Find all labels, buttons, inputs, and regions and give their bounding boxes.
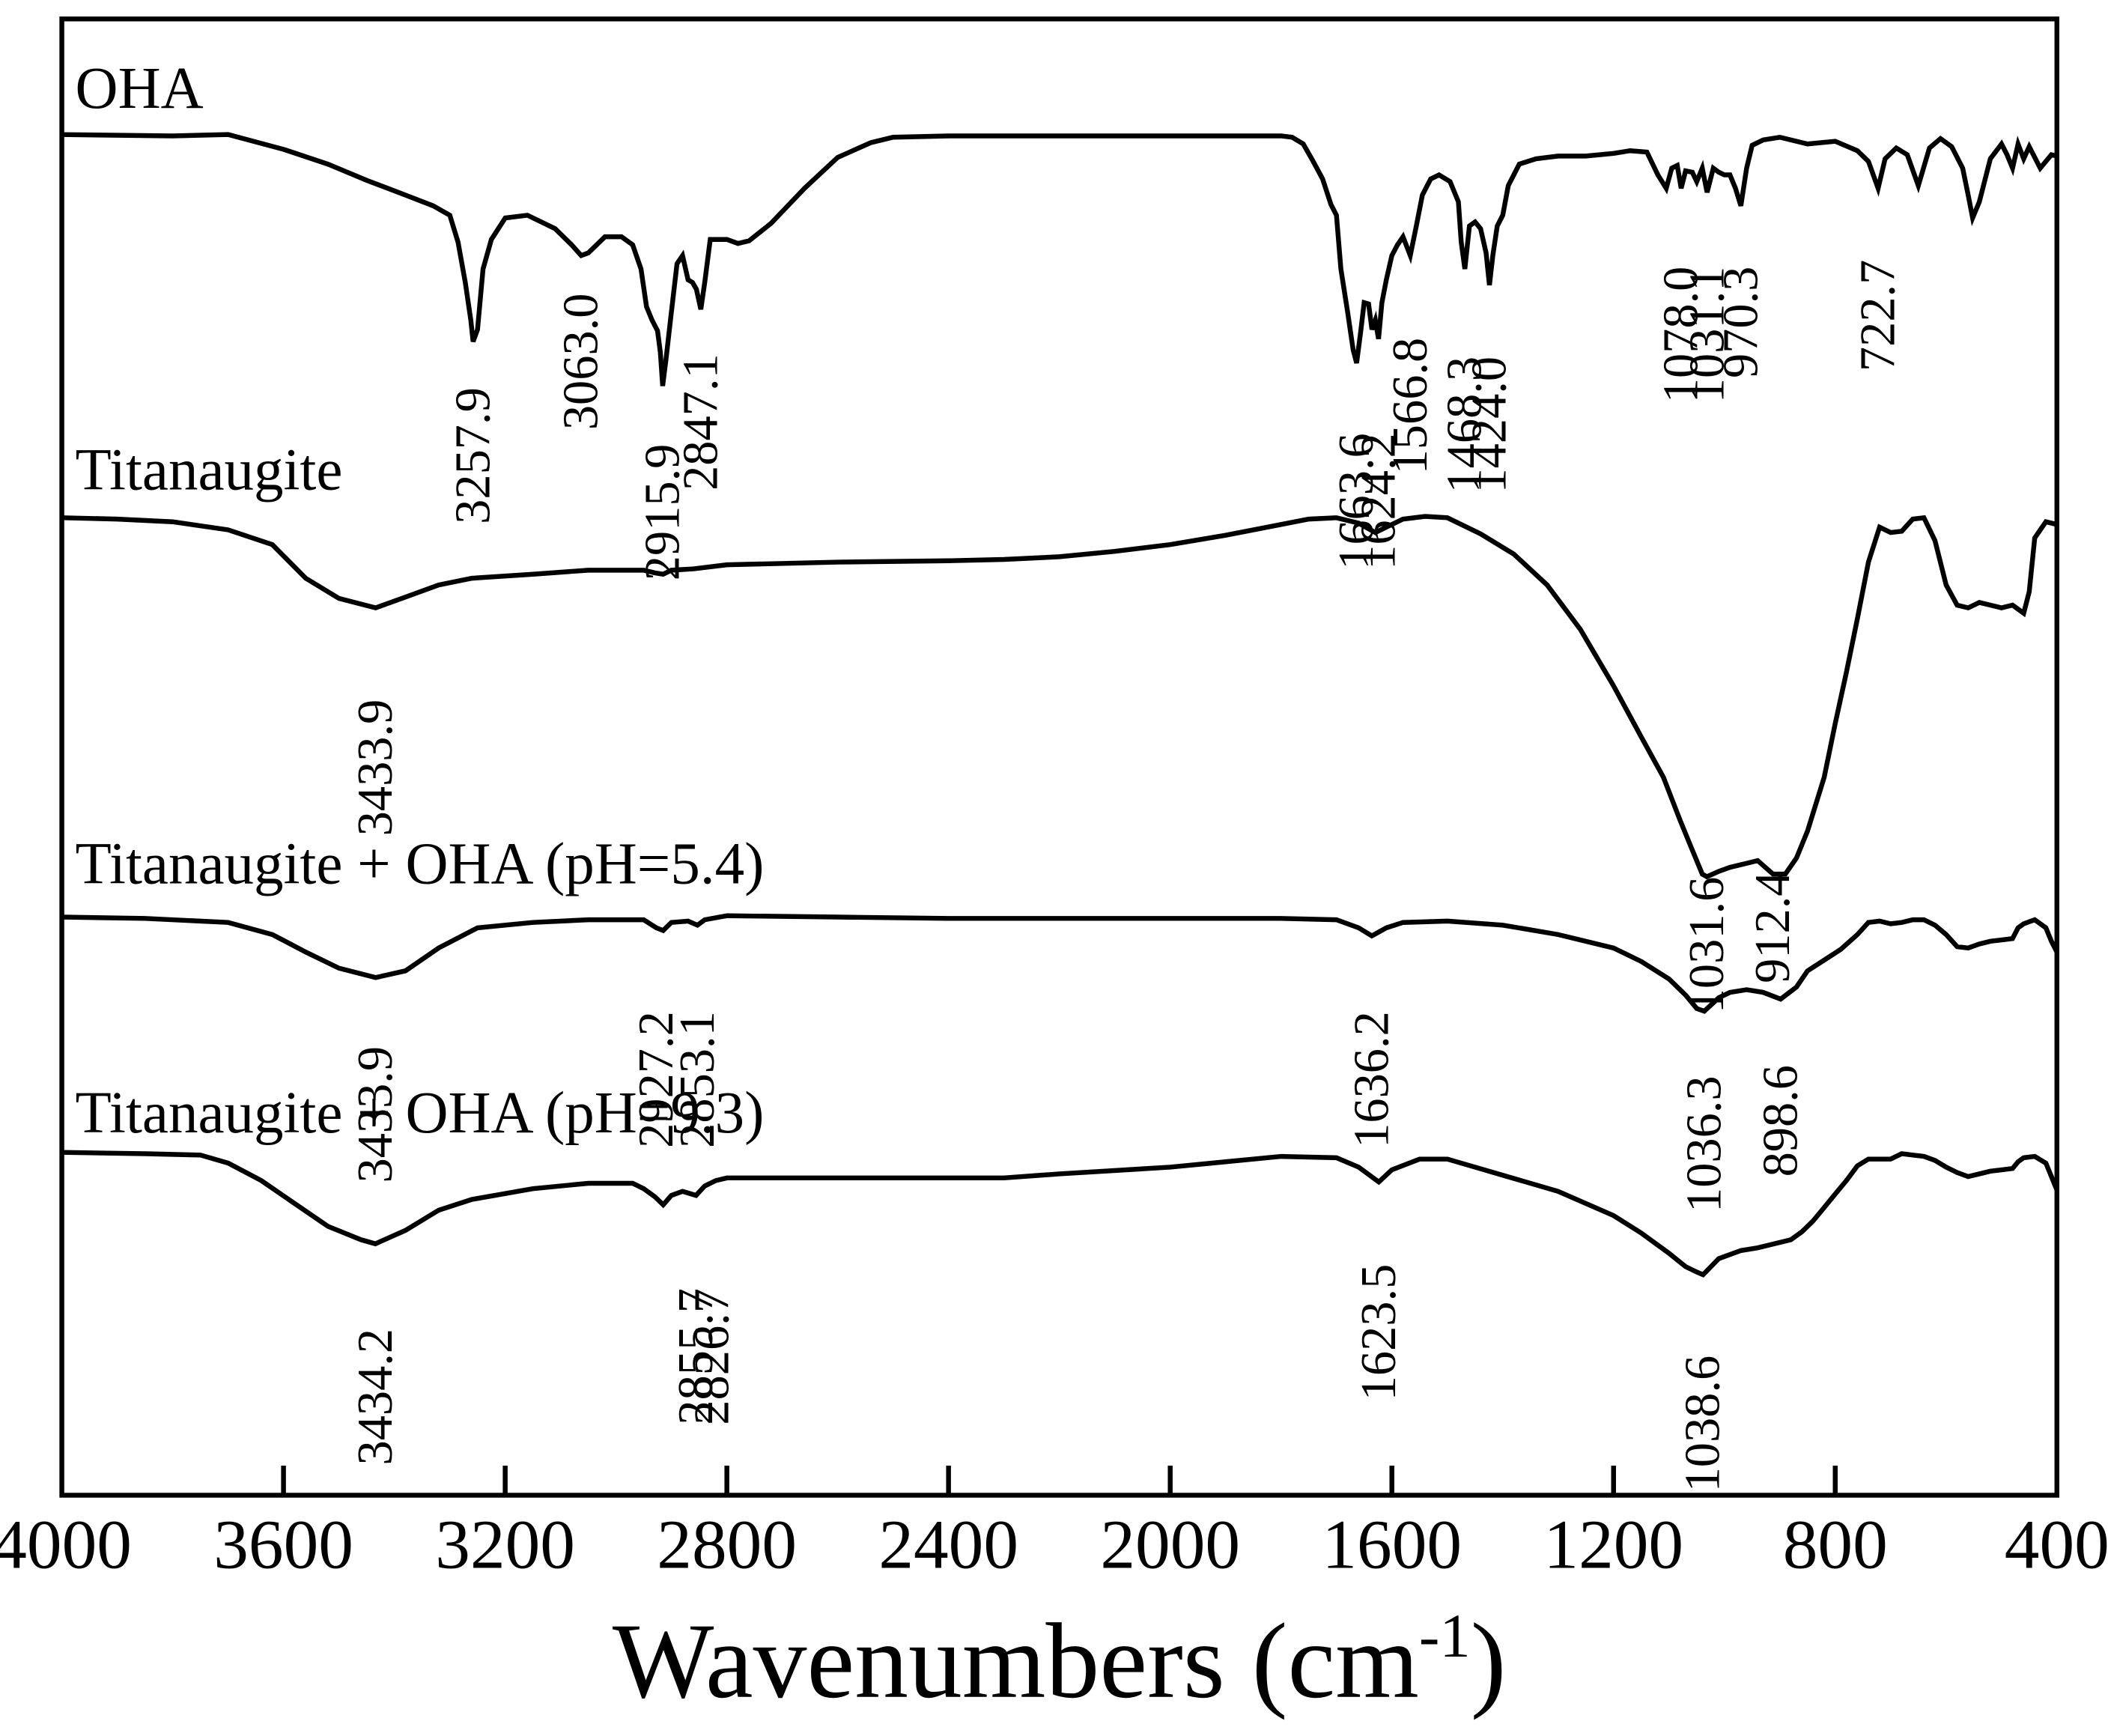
spectra-series — [61, 132, 2059, 1278]
x-axis-ticks — [281, 1466, 1838, 1496]
peak-label: 1636.2 — [1344, 1011, 1399, 1148]
x-tick-label: 1200 — [1543, 1506, 1683, 1583]
peak-label: 1031.1 — [1680, 267, 1734, 404]
x-tick-label: 3200 — [435, 1506, 575, 1583]
x-tick-label: 2400 — [878, 1506, 1018, 1583]
peak-label: 3433.9 — [348, 1046, 403, 1183]
series-line — [61, 132, 2058, 386]
x-axis-title-main: Wavenumbers (cm — [613, 1602, 1419, 1721]
peak-label: 1036.3 — [1677, 1075, 1731, 1213]
series-line — [61, 1150, 2059, 1278]
plot-frame — [59, 16, 2060, 1498]
series-label: Titanaugite — [76, 438, 343, 503]
peak-label: 2826.7 — [684, 1288, 739, 1425]
peak-label: 2915.9 — [635, 444, 690, 581]
peak-label: 2847.1 — [673, 353, 728, 491]
series-line — [61, 913, 2059, 1014]
peak-label: 970.3 — [1713, 267, 1768, 378]
x-tick-label: 4000 — [0, 1506, 132, 1583]
x-tick-label: 400 — [2005, 1506, 2108, 1583]
peak-label: 1566.8 — [1383, 338, 1438, 475]
peak-label: 2927.2 — [629, 1011, 684, 1148]
series-label: Titanaugite + OHA (pH=9.3) — [76, 1081, 765, 1146]
peak-label: 1424.0 — [1462, 356, 1517, 494]
peak-label: 1468.3 — [1438, 356, 1492, 494]
series-line — [61, 514, 2058, 880]
peak-label: 1663.6 — [1329, 433, 1384, 570]
x-tick-label: 1600 — [1322, 1506, 1462, 1583]
x-axis-title-superscript: -1 — [1419, 1601, 1471, 1670]
peak-label: 2853.1 — [670, 1011, 725, 1148]
peak-label: 722.7 — [1851, 260, 1906, 371]
peak-label: 898.6 — [1753, 1065, 1808, 1177]
x-tick-label: 3600 — [213, 1506, 353, 1583]
x-tick-label: 800 — [1783, 1506, 1888, 1583]
x-axis-tick-labels: 4000 3600 3200 2800 2400 2000 1600 1200 800 400 — [0, 1506, 2108, 1583]
peak-label: 3434.2 — [348, 1329, 403, 1466]
x-axis-title: Wavenumbers (cm-1) — [613, 1601, 1507, 1721]
peak-label: 1623.5 — [1352, 1264, 1406, 1401]
peak-label: 3063.0 — [554, 294, 609, 431]
series-labels: OHA Titanaugite Titanaugite + OHA (pH=5.4)… — [76, 56, 765, 1146]
peak-label: 1038.6 — [1676, 1356, 1731, 1493]
peak-label: 1624.2 — [1351, 433, 1406, 570]
peak-label: 912.4 — [1746, 871, 1800, 983]
peak-label: 3257.9 — [446, 387, 500, 524]
peak-label: 2855.7 — [669, 1288, 723, 1425]
x-tick-label: 2000 — [1100, 1506, 1240, 1583]
x-tick-label: 2800 — [657, 1506, 797, 1583]
peak-label: 1031.6 — [1680, 877, 1734, 1014]
series-label: Titanaugite + OHA (pH=5.4) — [76, 832, 765, 897]
peak-label: 3433.9 — [348, 699, 403, 837]
peak-label: 1078.0 — [1654, 267, 1709, 404]
series-label: OHA — [76, 56, 204, 121]
